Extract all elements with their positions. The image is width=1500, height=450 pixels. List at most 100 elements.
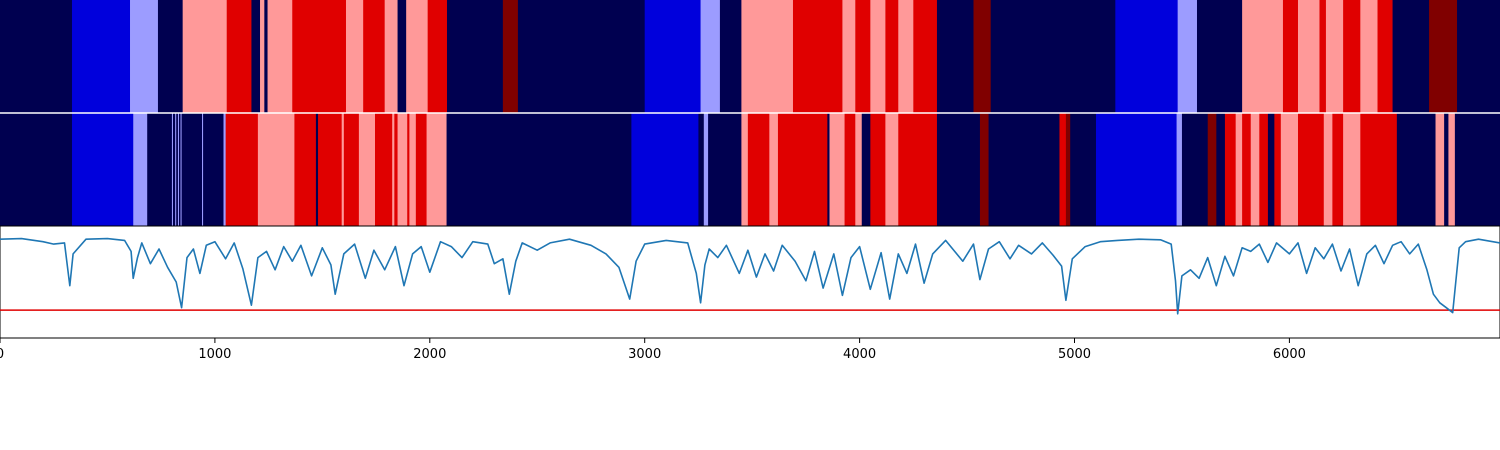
strip-bottom-segment [979, 113, 989, 226]
strip-top-segment [384, 0, 398, 113]
strip-bottom-segment [1297, 113, 1325, 226]
strip-bottom-segment [917, 113, 938, 226]
x-tick-label: 2000 [413, 347, 446, 362]
strip-top-segment [973, 0, 992, 113]
strip-top-segment [1429, 0, 1458, 113]
strip-bottom-segment [1267, 113, 1275, 226]
strip-top-segment [71, 0, 131, 113]
x-tick-label: 4000 [843, 347, 876, 362]
strip-top-segment [792, 0, 843, 113]
strip-bottom-segment [1280, 113, 1299, 226]
strip-top-segment [363, 0, 386, 113]
strip-top-segment [427, 0, 448, 113]
strip-bottom-segment [179, 113, 181, 226]
strip-bottom-segment [1454, 113, 1500, 226]
strip-top-segment [741, 0, 794, 113]
strip-top-segment [446, 0, 504, 113]
strip-top-segment [870, 0, 886, 113]
strip-bottom-segment [446, 113, 631, 226]
strip-bottom-segment [71, 113, 134, 226]
strip-bottom-segment [769, 113, 779, 226]
strip-bottom-segment [133, 113, 148, 226]
x-tick-label: 3000 [628, 347, 661, 362]
strip-top-segment [1297, 0, 1320, 113]
strip-top-segment [1325, 0, 1344, 113]
strip-bottom-segment [1444, 113, 1449, 226]
strip-bottom-segment [1343, 113, 1361, 226]
strip-top-segment [1282, 0, 1299, 113]
strip-bottom-segment [747, 113, 770, 226]
strip-top-segment [1196, 0, 1243, 113]
strip-bottom-segment [1065, 113, 1071, 226]
strip-top-segment [644, 0, 701, 113]
strip-bottom-segment [1207, 113, 1217, 226]
strip-bottom-segment [629, 113, 632, 226]
strip-bottom-segment [1059, 113, 1067, 226]
strip-bottom-segment [1181, 113, 1209, 226]
strip-bottom-segment [397, 113, 408, 226]
strip-top-segment [406, 0, 429, 113]
strip-top-segment [1377, 0, 1393, 113]
strip-bottom-segment [1323, 113, 1333, 226]
strip-top-segment [855, 0, 871, 113]
strip-bottom-segment [1070, 113, 1097, 226]
strip-top-segment [502, 0, 519, 113]
strip-top-segment [517, 0, 646, 113]
strip-bottom-segment [318, 113, 343, 226]
strip-bottom-segment [1216, 113, 1226, 226]
strip-bottom-segment [171, 113, 174, 226]
strip-top-segment [292, 0, 347, 113]
strip-bottom-segment [415, 113, 427, 226]
strip-top-segment [719, 0, 742, 113]
strip-top-segment [130, 0, 159, 113]
strip-top-segment [1457, 0, 1500, 113]
strip-bottom-segment [936, 113, 981, 226]
strip-bottom-segment [392, 113, 395, 226]
strip-bottom-segment [294, 113, 317, 226]
strip-top-segment [226, 0, 252, 113]
strip-bottom-segment [147, 113, 173, 226]
x-tick-label: 5000 [1058, 347, 1091, 362]
strip-bottom-segment [341, 113, 345, 226]
strip-bottom-segment [394, 113, 398, 226]
strip-bottom-segment [1095, 113, 1177, 226]
strip-top-segment [700, 0, 721, 113]
strip-top-segment [251, 0, 261, 113]
x-tick-label: 0 [0, 347, 4, 362]
strip-bottom-segment [176, 113, 179, 226]
strip-bottom-segment [885, 113, 899, 226]
strip-bottom-segment [177, 113, 180, 226]
strip-bottom-segment [829, 113, 845, 226]
strip-top-segment [990, 0, 1116, 113]
strip-top-segment [182, 0, 228, 113]
strip-bottom-segment [861, 113, 871, 226]
strip-bottom-segment [1448, 113, 1456, 226]
strip-top-segment [1177, 0, 1198, 113]
strip-bottom-segment [1274, 113, 1282, 226]
strip-top-segment [898, 0, 914, 113]
strip-top-segment [842, 0, 856, 113]
strip-bottom-segment [407, 113, 410, 226]
x-tick-label: 6000 [1273, 347, 1306, 362]
strip-top-segment [1392, 0, 1430, 113]
strip-bottom-segment [1396, 113, 1436, 226]
strip-top-segment [345, 0, 364, 113]
strip-top-segment [885, 0, 899, 113]
strip-bottom-segment [409, 113, 417, 226]
strip-bottom-segment [1242, 113, 1252, 226]
strip-bottom-segment [1332, 113, 1344, 226]
strip-bottom-segment [777, 113, 828, 226]
line-panel [0, 225, 1500, 339]
state-strip-bottom [0, 113, 1500, 226]
strip-bottom-segment [172, 113, 176, 226]
strip-bottom-segment [181, 113, 203, 226]
strip-bottom-segment [1176, 113, 1183, 226]
strip-top-segment [397, 0, 407, 113]
strip-bottom-segment [827, 113, 830, 226]
strip-bottom-segment [988, 113, 1060, 226]
strip-top-segment [157, 0, 184, 113]
strip-bottom-segment [223, 113, 227, 226]
strip-top-segment [1319, 0, 1327, 113]
strip-bottom-segment [375, 113, 393, 226]
